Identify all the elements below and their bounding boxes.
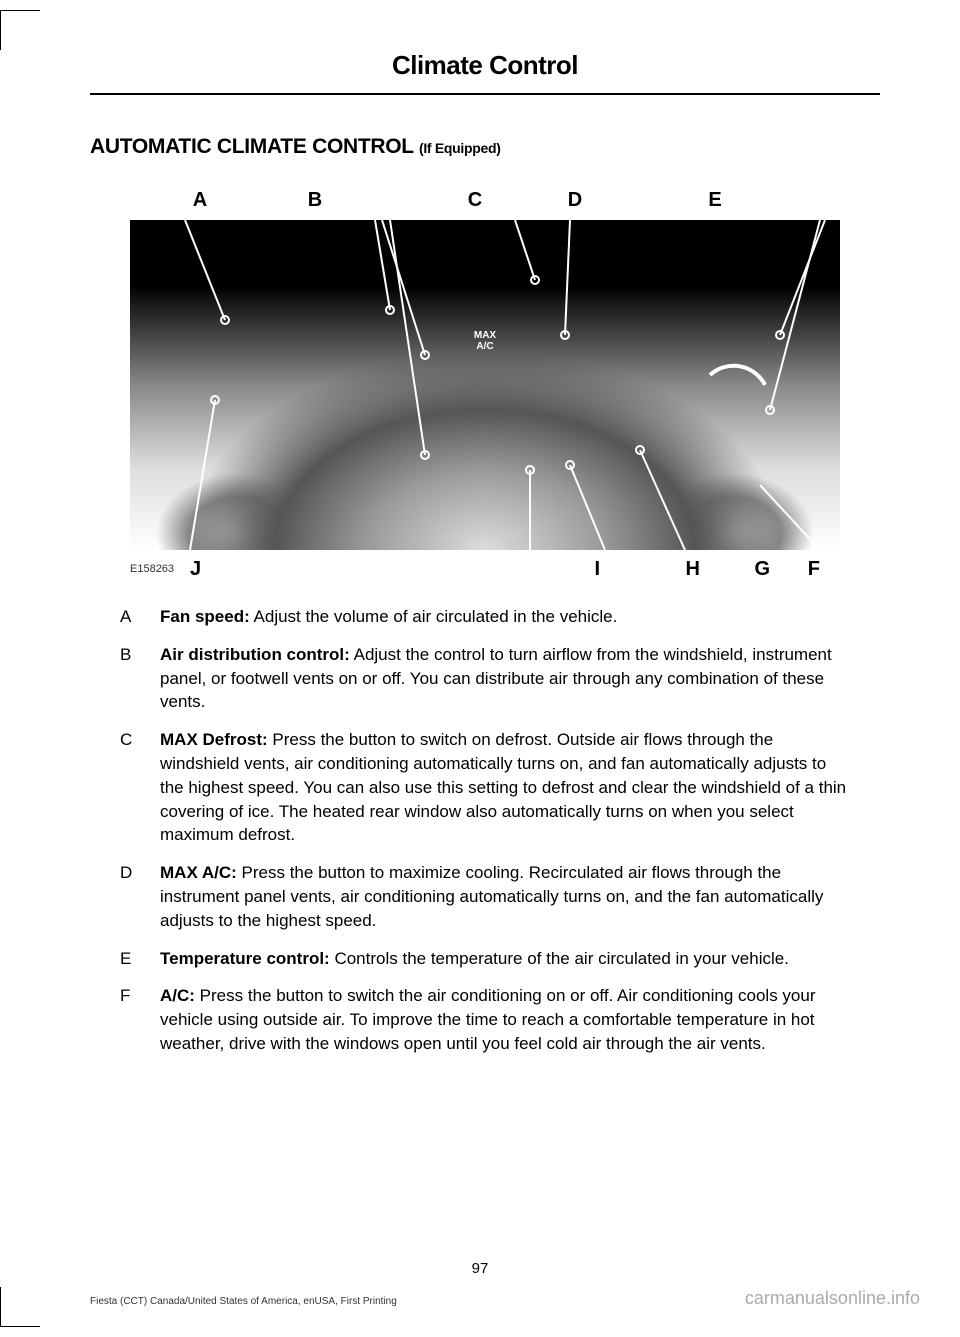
diagram-label-g: G (700, 558, 770, 581)
item-letter: C (120, 728, 160, 847)
callout-lines (130, 220, 840, 550)
item-letter: D (120, 861, 160, 932)
item-description: Press the button to maximize cooling. Re… (160, 863, 823, 930)
item-text: MAX A/C: Press the button to maximize co… (160, 861, 850, 932)
section-title: AUTOMATIC CLIMATE CONTROL (If Equipped) (90, 135, 880, 159)
section-title-main: AUTOMATIC CLIMATE CONTROL (90, 135, 413, 158)
list-item: A Fan speed: Adjust the volume of air ci… (120, 605, 850, 629)
diagram-label-e: E (610, 189, 830, 212)
item-text: A/C: Press the button to switch the air … (160, 984, 850, 1055)
page-corner-top (0, 10, 40, 50)
diagram-labels-top: A B C D E (130, 189, 840, 212)
max-ac-label: MAXA/C (474, 330, 496, 352)
list-item: D MAX A/C: Press the button to maximize … (120, 861, 850, 932)
item-label: Fan speed: (160, 607, 250, 626)
item-letter: E (120, 947, 160, 971)
climate-control-diagram: MAXA/C (130, 220, 840, 550)
diagram-label-d: D (540, 189, 610, 212)
diagram-label-i: I (260, 558, 600, 581)
item-letter: F (120, 984, 160, 1055)
section-title-qualifier: (If Equipped) (419, 140, 501, 156)
header-divider (90, 93, 880, 95)
footer-left-text: Fiesta (CCT) Canada/United States of Ame… (90, 1296, 397, 1307)
diagram-labels-bottom: J I H G F (130, 558, 840, 581)
item-text: Air distribution control: Adjust the con… (160, 643, 850, 714)
diagram-label-f: F (770, 558, 830, 581)
list-item: B Air distribution control: Adjust the c… (120, 643, 850, 714)
item-letter: A (120, 605, 160, 629)
item-description: Adjust the volume of air circulated in t… (250, 607, 618, 626)
list-item: E Temperature control: Controls the temp… (120, 947, 850, 971)
item-description: Controls the temperature of the air circ… (330, 949, 789, 968)
item-label: MAX A/C: (160, 863, 237, 882)
diagram-label-h: H (600, 558, 700, 581)
item-label: A/C: (160, 986, 195, 1005)
item-label: Temperature control: (160, 949, 330, 968)
list-item: F A/C: Press the button to switch the ai… (120, 984, 850, 1055)
item-letter: B (120, 643, 160, 714)
diagram-container: A B C D E MAXA/C (130, 189, 840, 575)
diagram-label-a: A (140, 189, 220, 212)
item-list: A Fan speed: Adjust the volume of air ci… (90, 605, 880, 1056)
item-label: Air distribution control: (160, 645, 350, 664)
item-description: Press the button to switch the air condi… (160, 986, 816, 1053)
page-title: Climate Control (90, 50, 880, 81)
page-number: 97 (472, 1260, 489, 1277)
diagram-label-c: C (410, 189, 540, 212)
page-corner-bottom (0, 1287, 40, 1327)
diagram-label-b: B (220, 189, 410, 212)
page-content: Climate Control AUTOMATIC CLIMATE CONTRO… (0, 0, 960, 1110)
item-text: Fan speed: Adjust the volume of air circ… (160, 605, 850, 629)
item-label: MAX Defrost: (160, 730, 268, 749)
item-text: MAX Defrost: Press the button to switch … (160, 728, 850, 847)
item-text: Temperature control: Controls the temper… (160, 947, 850, 971)
footer-right-text: carmanualsonline.info (745, 1288, 920, 1309)
list-item: C MAX Defrost: Press the button to switc… (120, 728, 850, 847)
